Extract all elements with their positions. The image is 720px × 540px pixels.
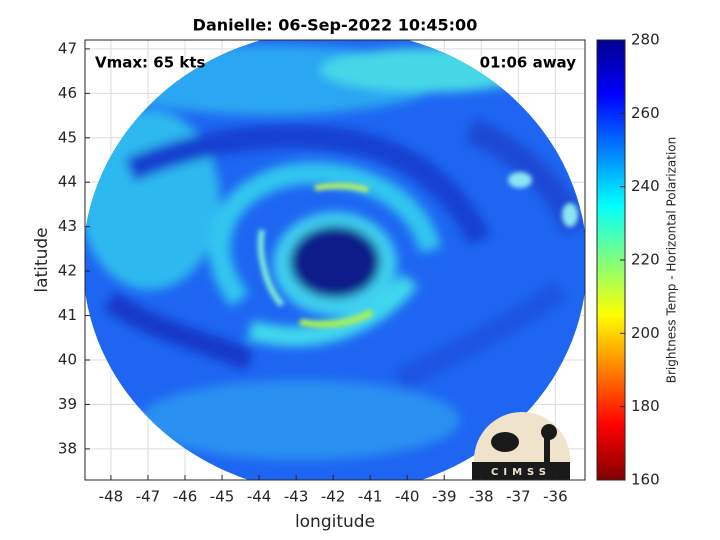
colorbar-tick-label: 160 [631, 471, 660, 489]
colorbar-label: Brightness Temp - Horizontal Polarizatio… [665, 137, 679, 384]
x-axis-label: longitude [295, 512, 375, 532]
logo-text: CIMSS [491, 467, 551, 478]
x-tick-label: -46 [173, 488, 198, 506]
logo: CIMSS [472, 412, 570, 480]
x-tick-label: -47 [136, 488, 161, 506]
y-tick-label: 42 [58, 262, 77, 280]
satellite-image [85, 40, 585, 480]
x-tick-label: -44 [247, 488, 272, 506]
y-tick-label: 39 [58, 395, 77, 413]
y-axis-label: latitude [32, 227, 52, 292]
x-tick-label: -36 [543, 488, 568, 506]
annotation: 01:06 away [480, 54, 577, 72]
y-tick-label: 40 [58, 351, 77, 369]
y-tick-label: 43 [58, 217, 77, 235]
colorbar-tick-label: 200 [631, 324, 660, 342]
x-tick-label: -39 [432, 488, 457, 506]
y-tick-label: 46 [58, 84, 77, 102]
colorbar-tick-label: 180 [631, 397, 660, 415]
x-tick-label: -42 [321, 488, 346, 506]
y-tick-label: 47 [58, 39, 77, 57]
x-tick-label: -37 [506, 488, 531, 506]
colorbar-tick-label: 280 [631, 31, 660, 49]
chart-title: Danielle: 06-Sep-2022 10:45:00 [193, 16, 478, 35]
x-tick-label: -41 [358, 488, 383, 506]
colorbar-tick-label: 260 [631, 104, 660, 122]
y-tick-label: 41 [58, 306, 77, 324]
x-tick-label: -48 [99, 488, 124, 506]
colorbar-tick-label: 240 [631, 177, 660, 195]
y-tick-label: 38 [58, 439, 77, 457]
axes-box [84, 39, 586, 481]
x-tick-label: -45 [210, 488, 235, 506]
y-tick-label: 44 [58, 173, 77, 191]
y-tick-label: 45 [58, 128, 77, 146]
annotation: Vmax: 65 kts [95, 54, 205, 72]
x-tick-label: -40 [395, 488, 420, 506]
x-tick-label: -43 [284, 488, 309, 506]
x-tick-label: -38 [469, 488, 494, 506]
colorbar-tick-label: 220 [631, 251, 660, 269]
